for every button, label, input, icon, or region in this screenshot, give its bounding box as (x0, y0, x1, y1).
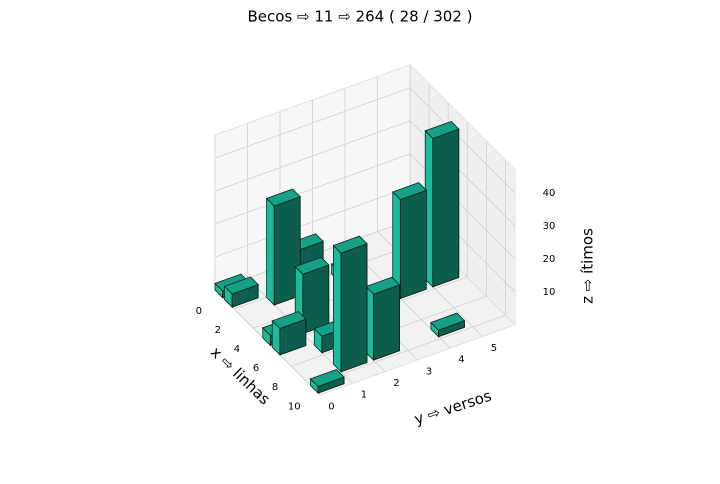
grid-line (214, 186, 411, 258)
chart-title: Becos ⇨ 11 ⇨ 264 ( 28 / 302 ) (248, 8, 473, 26)
grid-line (214, 87, 411, 159)
x-tick-label: 8 (272, 382, 278, 393)
x-axis-label: x ⇨ linhas (207, 343, 274, 408)
grid-line (214, 153, 411, 225)
grid-line (409, 87, 516, 194)
grid-line (214, 120, 411, 192)
y-tick-label: 3 (426, 366, 432, 377)
y-tick-label: 0 (328, 401, 334, 412)
bar-front (432, 128, 460, 288)
bar-side (266, 197, 275, 306)
bar-top (309, 369, 345, 387)
bar-top (271, 311, 307, 329)
bar-front (302, 264, 330, 335)
bar (365, 276, 401, 362)
y-axis-label: y ⇨ versos (412, 387, 494, 429)
x-tick-label: 4 (234, 344, 240, 355)
y-tick-label: 5 (491, 343, 497, 354)
bar-top (424, 120, 460, 139)
bar-side (333, 244, 342, 373)
y-tick-label: 2 (393, 378, 399, 389)
z-tick-label: 40 (543, 188, 556, 199)
x-tick-label: 6 (253, 363, 259, 374)
bar (332, 235, 368, 373)
bar-top (265, 188, 301, 207)
bar-front (340, 243, 368, 373)
y-tick-label: 1 (361, 390, 367, 401)
bar-top (365, 276, 401, 295)
bar (223, 276, 259, 309)
bar (271, 311, 307, 356)
x-tick-label: 10 (288, 401, 301, 412)
bar (265, 188, 301, 306)
y-tick-label: 4 (458, 355, 464, 366)
bar-front (373, 284, 400, 361)
bar-top (332, 235, 368, 254)
z-axis-label: z ⇨ ítimos (579, 228, 597, 304)
z-tick-label: 20 (543, 254, 556, 265)
bar-top (223, 276, 259, 295)
bar (309, 369, 345, 395)
x-tick-label: 2 (215, 325, 221, 336)
bar (391, 182, 428, 300)
z-tick-label: 10 (543, 287, 556, 298)
x-tick-label: 0 (196, 306, 202, 317)
bar-front (399, 189, 427, 300)
z-tick-label: 30 (543, 221, 556, 232)
bar-top (391, 182, 428, 201)
bar-top (430, 312, 466, 331)
bar (424, 120, 460, 288)
bar-top (294, 256, 330, 275)
bar (430, 312, 466, 338)
